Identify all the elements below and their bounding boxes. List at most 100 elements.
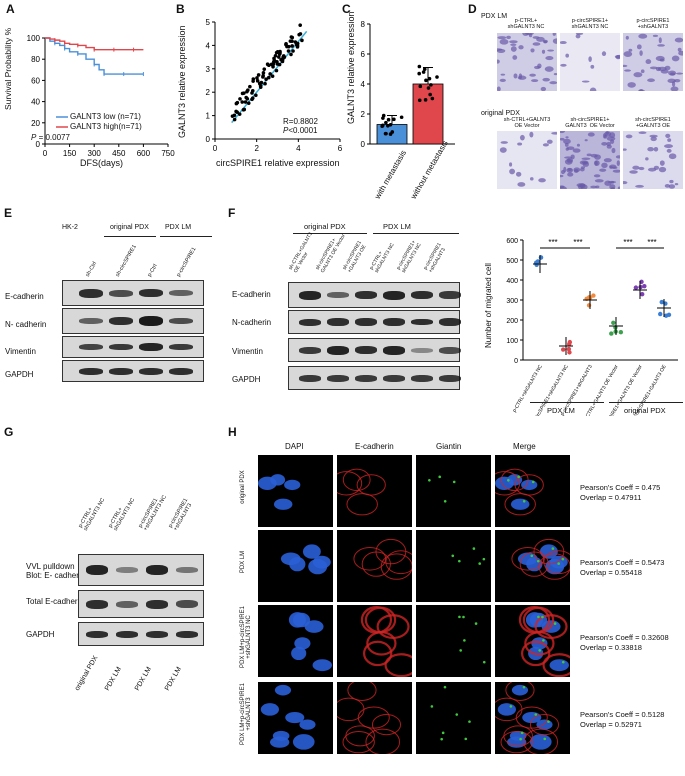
stained-cell bbox=[609, 165, 613, 169]
data-point bbox=[237, 112, 242, 116]
stained-cell bbox=[510, 43, 517, 46]
data-point bbox=[422, 67, 427, 71]
y-tick-label: 4 bbox=[206, 41, 211, 50]
b-p-value: P<0.0001 bbox=[283, 126, 318, 135]
blot-band bbox=[139, 289, 163, 297]
data-point bbox=[243, 100, 248, 104]
stained-cell bbox=[638, 131, 647, 135]
f-lane-label: p-CTRL+ shGALNT3 NC bbox=[368, 242, 396, 274]
stained-cell bbox=[617, 186, 620, 189]
membrane-signal bbox=[342, 731, 375, 754]
d-section-original: original PDX bbox=[481, 110, 520, 117]
golgi-signal bbox=[551, 547, 555, 550]
nucleus bbox=[312, 555, 331, 569]
golgi-signal bbox=[553, 622, 557, 625]
membrane-signal bbox=[365, 728, 401, 754]
y-tick-label: 60 bbox=[31, 76, 40, 85]
sig-label: *** bbox=[573, 238, 582, 247]
blot-band bbox=[109, 289, 133, 297]
stained-cell bbox=[645, 157, 649, 161]
nucleus bbox=[495, 476, 514, 490]
membrane-signal bbox=[515, 706, 548, 729]
y-tick-label: 5 bbox=[206, 18, 211, 27]
nucleus bbox=[288, 612, 306, 628]
stained-cell bbox=[647, 147, 654, 152]
blot-band bbox=[411, 374, 433, 382]
h-col-merge: Merge bbox=[513, 442, 536, 451]
membrane-signal bbox=[346, 493, 378, 516]
confocal-image bbox=[258, 682, 333, 754]
golgi-signal bbox=[438, 475, 442, 479]
membrane-signal bbox=[347, 682, 377, 701]
stained-cell bbox=[552, 33, 556, 36]
panel-label-c: C bbox=[342, 2, 351, 16]
x-tick-label: 750 bbox=[161, 149, 175, 158]
data-point bbox=[284, 42, 288, 46]
golgi-signal bbox=[451, 554, 455, 558]
data-point bbox=[279, 57, 283, 62]
h-row-label: PDX LM+p-circSPIRE1 +shGALNT3 bbox=[240, 683, 252, 745]
data-point bbox=[286, 49, 291, 53]
confocal-image bbox=[337, 530, 412, 602]
golgi-signal bbox=[458, 559, 461, 563]
x-tick-label: 6 bbox=[338, 144, 343, 153]
golgi-signal bbox=[440, 737, 443, 741]
data-point bbox=[638, 284, 643, 290]
confocal-image bbox=[495, 682, 570, 754]
golgi-signal bbox=[547, 720, 550, 723]
confocal-image bbox=[495, 530, 570, 602]
h-pearson: Pearson's Coeff = 0.5473 bbox=[580, 558, 665, 567]
stained-cell bbox=[599, 168, 607, 172]
golgi-signal bbox=[482, 660, 486, 664]
transwell-image bbox=[623, 33, 683, 91]
golgi-signal bbox=[530, 554, 534, 558]
stained-cell bbox=[624, 69, 632, 72]
f-group-original: original PDX bbox=[304, 222, 346, 231]
data-point bbox=[417, 71, 421, 76]
x-tick-label: 150 bbox=[63, 149, 77, 158]
stained-cell bbox=[653, 146, 659, 152]
blot-band bbox=[116, 600, 138, 608]
blot-band bbox=[169, 344, 193, 350]
data-point bbox=[289, 35, 294, 39]
confocal-image bbox=[495, 605, 570, 677]
b-xlabel: circSPIRE1 relative expression bbox=[216, 158, 340, 168]
stained-cell bbox=[580, 184, 588, 189]
stained-cell bbox=[594, 160, 598, 166]
data-point bbox=[609, 331, 614, 336]
membrane-signal bbox=[514, 474, 544, 496]
data-point bbox=[289, 52, 293, 57]
data-point bbox=[386, 117, 391, 122]
stained-cell bbox=[601, 51, 607, 57]
e-group-original: original PDX bbox=[110, 224, 149, 231]
blot-band bbox=[327, 318, 349, 326]
confocal-drawing bbox=[260, 684, 316, 750]
km-series-line bbox=[45, 37, 144, 75]
membrane-signal bbox=[534, 614, 568, 640]
a-legend-low: GALNT3 low (n=71) bbox=[70, 112, 141, 121]
y-tick-label: 100 bbox=[506, 338, 518, 345]
f-chart-group-original: original PDX bbox=[624, 406, 666, 415]
x-tick-label: 600 bbox=[137, 149, 151, 158]
stained-cell bbox=[603, 158, 612, 163]
stained-cell bbox=[590, 185, 597, 189]
stained-cell bbox=[647, 78, 655, 83]
stained-cell bbox=[570, 154, 575, 160]
data-point bbox=[242, 91, 246, 95]
stained-cell bbox=[547, 49, 555, 52]
golgi-signal bbox=[443, 685, 447, 689]
panel-label-e: E bbox=[4, 206, 13, 220]
nucleus bbox=[294, 637, 311, 650]
confocal-drawing bbox=[518, 606, 570, 677]
data-point bbox=[399, 115, 404, 120]
data-point bbox=[248, 84, 252, 89]
stained-cell bbox=[510, 46, 517, 52]
data-point bbox=[384, 131, 388, 136]
f-lane-label: p-circSPIRE1 +shGALNT3 bbox=[422, 242, 447, 274]
confocal-drawing bbox=[451, 547, 486, 565]
g-blot-total bbox=[78, 590, 204, 618]
data-point bbox=[278, 49, 282, 54]
data-point bbox=[639, 291, 645, 297]
stained-cell bbox=[639, 88, 644, 91]
stained-cell bbox=[537, 63, 542, 69]
